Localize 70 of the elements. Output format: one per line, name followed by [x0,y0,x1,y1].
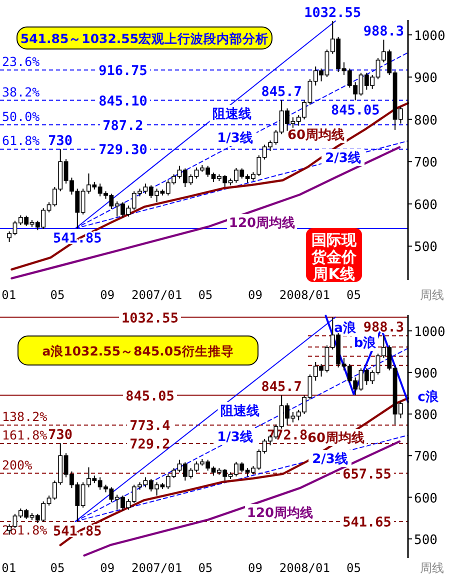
ref-line-label: 657.55 [342,466,392,482]
annotation: 845.7 [261,84,302,100]
series-label: c浪 [418,389,440,405]
series-label: 阻速线 [220,404,260,419]
x-tick-label: 05 [50,561,65,575]
series-label: 120周均线 [228,216,296,231]
x-tick-label: 05 [198,288,213,302]
y-tick-label: 1000 [414,324,446,340]
annotation: 845.7 [261,379,302,396]
x-tick-label: 05 [346,288,361,302]
annotation: 23.6% [2,54,40,69]
annotation: 730 [48,427,73,444]
series-label: 2/3线 [325,151,361,166]
annotation: 730 [48,132,73,149]
y-tick-label: 800 [414,113,438,128]
x-tick-label: 2007/01 [132,561,182,575]
ref-line-label: 541.65 [342,514,392,531]
x-tick-label: 2008/01 [279,561,330,575]
x-tick-label: 2008/01 [279,288,330,302]
x-tick-label: 09 [100,561,115,575]
x-tick-label: 01 [2,288,16,302]
x-tick-label: 09 [248,288,262,302]
y-tick-label: 700 [414,156,438,171]
y-tick-label: 1000 [414,28,446,44]
y-tick-label: 700 [414,450,438,465]
annotation: 200% [2,457,33,472]
y-tick-label: 500 [414,532,438,548]
ref-line-label: 845.10 [98,93,148,110]
ref-line-label: 916.75 [98,62,148,79]
text: 541.85～1032.55宏观上行波段内部分析 [20,31,269,46]
series-label: 阻速线 [212,107,252,122]
annotation: 138.2% [2,409,48,424]
annotation: 38.2% [2,84,40,100]
series-label: 1/3线 [217,131,253,146]
x-tick-label: 09 [100,288,115,302]
ref-line-label: 845.05 [126,388,174,404]
x-axis-title: 周线 [420,561,444,575]
annotation: 161.8% [2,427,48,442]
ref-line-label: 773.4 [130,418,170,434]
y-tick-label: 900 [414,366,438,382]
x-axis-title: 周线 [420,288,444,302]
ref-line-label: 787.2 [102,118,144,134]
x-tick-label: 05 [346,561,361,575]
x-tick-label: 01 [2,561,16,575]
annotation: 988.3 [363,24,404,40]
ref-line-label: 1032.55 [122,310,178,326]
y-tick-label: 600 [414,491,438,506]
series-label: 60周均线 [307,431,365,446]
y-tick-label: 500 [414,240,438,256]
x-tick-label: 05 [198,561,213,575]
text: a浪1032.55～845.05衍生推导 [42,344,234,358]
series-label: a浪 [334,320,357,336]
annotation: 845.05 [330,102,380,118]
ref-line-label: 729.30 [98,142,148,158]
series-label: 120周均线 [246,506,314,521]
x-tick-label: 09 [248,561,262,575]
x-tick-label: 2007/01 [132,288,182,302]
y-tick-label: 600 [414,198,438,213]
annotation: 988.3 [363,320,404,336]
series-label: 1/3线 [217,430,253,445]
y-tick-label: 900 [414,71,438,86]
series-label: 2/3线 [312,452,348,467]
y-tick-label: 800 [414,408,438,424]
annotation: 50.0% [2,108,40,124]
x-tick-label: 05 [50,288,65,302]
annotation: 1032.55 [304,5,362,22]
annotation: 61.8% [2,133,40,148]
series-label: b浪 [354,335,378,351]
series-label: 60周均线 [287,128,345,143]
ref-line-label: 729.2 [130,436,170,452]
